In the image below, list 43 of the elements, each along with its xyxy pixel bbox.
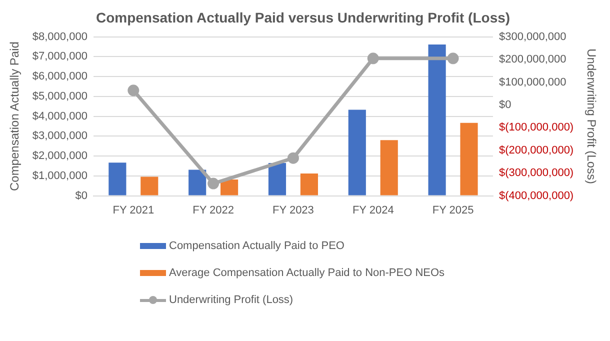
bar — [188, 170, 206, 196]
y2-tick-label: $(400,000,000) — [498, 190, 574, 202]
y2-tick-label: $0 — [498, 98, 512, 111]
bar — [348, 110, 366, 196]
point — [447, 52, 459, 64]
y-tick-label: $6,000,000 — [32, 70, 88, 83]
x-tick-label: FY 2022 — [192, 204, 234, 216]
y-tick-label: $3,000,000 — [32, 130, 88, 142]
point — [208, 178, 220, 190]
legend-label: Compensation Actually Paid to PEO — [169, 240, 344, 252]
bar — [268, 163, 286, 196]
bar — [108, 162, 126, 196]
bar — [300, 174, 318, 196]
x-tick-label: FY 2021 — [112, 204, 154, 216]
y-tick-label: $1,000,000 — [32, 170, 88, 182]
x-tick-label: FY 2023 — [272, 204, 314, 216]
bar — [380, 140, 398, 196]
y2-tick-label: $200,000,000 — [498, 54, 566, 66]
y-axis-title: Compensation Actually Paid — [8, 42, 22, 192]
y2-tick-label: $100,000,000 — [498, 76, 566, 88]
bar — [220, 180, 238, 196]
bar — [460, 122, 478, 196]
chart-title: Compensation Actually Paid versus Underwriting Profit (Loss) — [96, 9, 510, 26]
point — [287, 152, 299, 164]
x-tick-label: FY 2024 — [352, 204, 394, 216]
y-tick-label: $0 — [75, 190, 88, 202]
x-tick-label: FY 2025 — [432, 204, 474, 216]
y-tick-label: $7,000,000 — [32, 50, 88, 63]
bar — [140, 176, 158, 196]
y-tick-label: $5,000,000 — [32, 90, 88, 102]
point — [128, 84, 140, 96]
y2-tick-label: $(100,000,000) — [498, 122, 574, 134]
y2-tick-label: $(200,000,000) — [498, 144, 574, 156]
legend-label: Underwriting Profit (Loss) — [169, 294, 294, 306]
y2-tick-label: $300,000,000 — [498, 30, 566, 43]
legend-label: Average Compensation Actually Paid to Non-PEO NEOs — [169, 266, 445, 278]
y2-tick-label: $(300,000,000) — [498, 167, 574, 180]
y-tick-label: $2,000,000 — [32, 150, 88, 162]
point — [367, 52, 379, 64]
y2-axis-title: Underwriting Profit (Loss) — [584, 48, 598, 184]
y-tick-label: $8,000,000 — [32, 30, 88, 43]
bar — [428, 44, 446, 196]
y-tick-label: $4,000,000 — [32, 110, 88, 122]
